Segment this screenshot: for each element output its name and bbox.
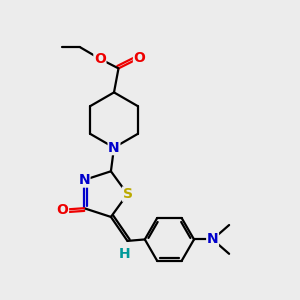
Text: N: N (108, 141, 120, 154)
Text: O: O (56, 203, 68, 217)
Text: N: N (207, 232, 218, 246)
Text: S: S (122, 187, 133, 201)
Text: H: H (119, 247, 131, 260)
Text: O: O (134, 51, 146, 65)
Text: O: O (94, 52, 106, 66)
Text: N: N (78, 173, 90, 187)
